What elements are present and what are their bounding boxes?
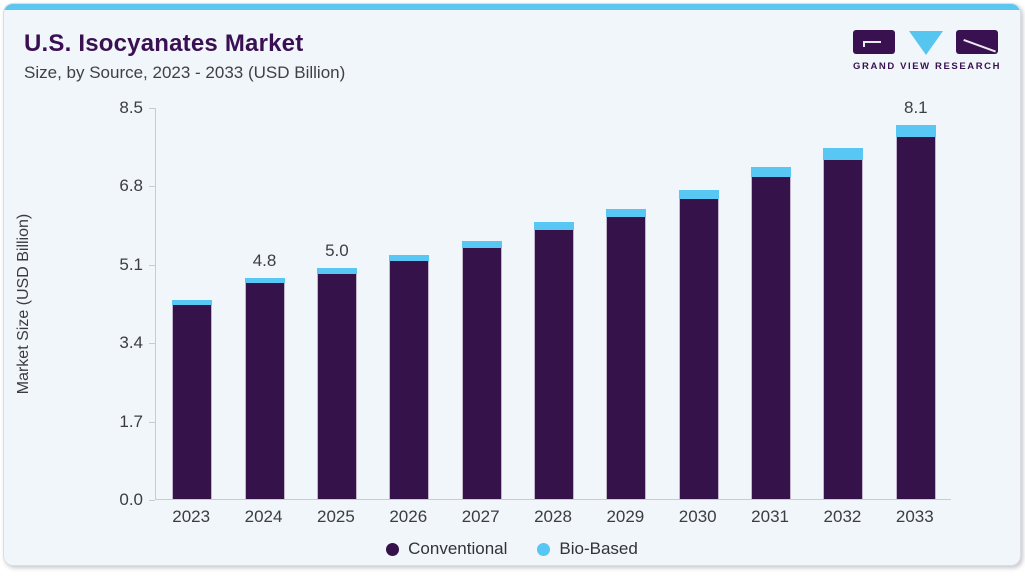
bar-segment-conventional bbox=[678, 199, 719, 499]
bar-segment-conventional bbox=[461, 248, 502, 499]
logo-mark bbox=[853, 30, 998, 55]
bar-segment-bio-based bbox=[172, 300, 213, 305]
bar-2023 bbox=[172, 300, 213, 499]
bar-segment-conventional bbox=[895, 137, 936, 499]
x-axis-tick-label: 2027 bbox=[461, 507, 500, 526]
bar-segment-bio-based bbox=[244, 278, 285, 283]
report-card: U.S. Isocyanates Market Size, by Source,… bbox=[3, 3, 1021, 566]
bar-2032 bbox=[823, 148, 864, 499]
x-axis-tick-label: 2029 bbox=[606, 507, 645, 526]
y-axis-tick-mark bbox=[149, 264, 155, 266]
legend-item-conventional: Conventional bbox=[386, 539, 507, 559]
stacked-bar-chart: Market Size (USD Billion) 4.8 5.0 8.1 0.0 1… bbox=[4, 4, 1020, 565]
y-axis-tick-label: 5.1 bbox=[119, 254, 143, 274]
y-axis-tick-label: 3.4 bbox=[119, 333, 143, 353]
bar-segment-bio-based bbox=[895, 125, 936, 137]
page-title: U.S. Isocyanates Market bbox=[24, 30, 304, 57]
conventional-swatch-icon bbox=[386, 542, 400, 556]
y-axis-tick-label: 6.8 bbox=[119, 176, 143, 196]
y-axis-title: Market Size (USD Billion) bbox=[15, 213, 32, 395]
bar-2026 bbox=[389, 255, 430, 499]
logo-wordmark: GRAND VIEW RESEARCH bbox=[853, 61, 1002, 72]
bar-value-label: 5.0 bbox=[325, 241, 349, 260]
x-axis-tick-label: 2026 bbox=[389, 507, 428, 526]
legend-label-bio-based: Bio-Based bbox=[559, 539, 638, 558]
y-axis-tick-mark bbox=[149, 500, 155, 501]
bar-segment-conventional bbox=[172, 305, 213, 499]
bar-segment-bio-based bbox=[823, 148, 864, 160]
bar-segment-bio-based bbox=[316, 268, 357, 274]
legend-item-bio-based: Bio-Based bbox=[537, 539, 638, 559]
chart-legend: Conventional Bio-Based bbox=[4, 539, 1020, 559]
bar-segment-conventional bbox=[316, 274, 357, 499]
chart-header: U.S. Isocyanates Market Size, by Source,… bbox=[24, 30, 345, 83]
bar-2028 bbox=[534, 222, 574, 499]
bar-2024 bbox=[244, 278, 285, 499]
y-axis-tick-mark bbox=[149, 343, 155, 345]
legend-label-conventional: Conventional bbox=[408, 539, 508, 558]
y-axis-tick-mark bbox=[149, 108, 155, 109]
logo-letter-g-icon bbox=[853, 30, 895, 54]
bar-segment-conventional bbox=[244, 283, 285, 499]
y-axis-tick-mark bbox=[149, 186, 155, 188]
x-axis-tick-label: 2031 bbox=[751, 507, 789, 526]
y-axis-tick-label: 0.0 bbox=[119, 490, 143, 509]
logo-letter-r-icon bbox=[956, 30, 998, 54]
bio-based-swatch-icon bbox=[537, 542, 551, 556]
bar-segment-bio-based bbox=[534, 222, 574, 230]
bar-segment-conventional bbox=[751, 177, 792, 499]
x-axis-tick-label: 2032 bbox=[823, 507, 862, 526]
bar-2031 bbox=[751, 167, 792, 499]
top-accent-bar bbox=[4, 4, 1020, 10]
x-axis-tick-label: 2033 bbox=[895, 507, 934, 526]
bar-segment-conventional bbox=[534, 230, 574, 499]
x-axis-tick-label: 2024 bbox=[244, 507, 283, 526]
x-axis-tick-label: 2028 bbox=[534, 507, 572, 526]
bar-value-label: 8.1 bbox=[903, 98, 928, 117]
y-axis-tick-mark bbox=[149, 421, 155, 423]
bar-segment-conventional bbox=[823, 160, 864, 499]
bar-segment-conventional bbox=[389, 261, 430, 499]
bar-segment-bio-based bbox=[606, 209, 647, 217]
x-axis-tick-label: 2025 bbox=[316, 507, 355, 526]
plot-area: 4.8 5.0 8.1 bbox=[155, 98, 951, 500]
page-subtitle: Size, by Source, 2023 - 2033 (USD Billio… bbox=[24, 63, 346, 82]
bar-segment-bio-based bbox=[678, 190, 719, 199]
x-axis-tick-label: 2030 bbox=[678, 507, 717, 526]
logo-letter-v-icon bbox=[908, 31, 943, 55]
y-axis-tick-label: 1.7 bbox=[119, 411, 143, 431]
bar-2033 bbox=[895, 125, 936, 499]
bar-segment-conventional bbox=[606, 217, 647, 499]
bar-value-label: 4.8 bbox=[252, 251, 277, 270]
bar-2030 bbox=[678, 190, 719, 499]
bar-2027 bbox=[461, 241, 502, 499]
bar-segment-bio-based bbox=[389, 255, 430, 261]
bar-2029 bbox=[606, 209, 647, 499]
bar-segment-bio-based bbox=[461, 241, 502, 248]
grand-view-research-logo: GRAND VIEW RESEARCH bbox=[853, 30, 1002, 72]
x-axis-tick-label: 2023 bbox=[172, 507, 211, 526]
bar-segment-bio-based bbox=[751, 167, 792, 177]
y-axis-tick-label: 8.5 bbox=[119, 98, 143, 117]
bar-2025 bbox=[316, 268, 357, 499]
